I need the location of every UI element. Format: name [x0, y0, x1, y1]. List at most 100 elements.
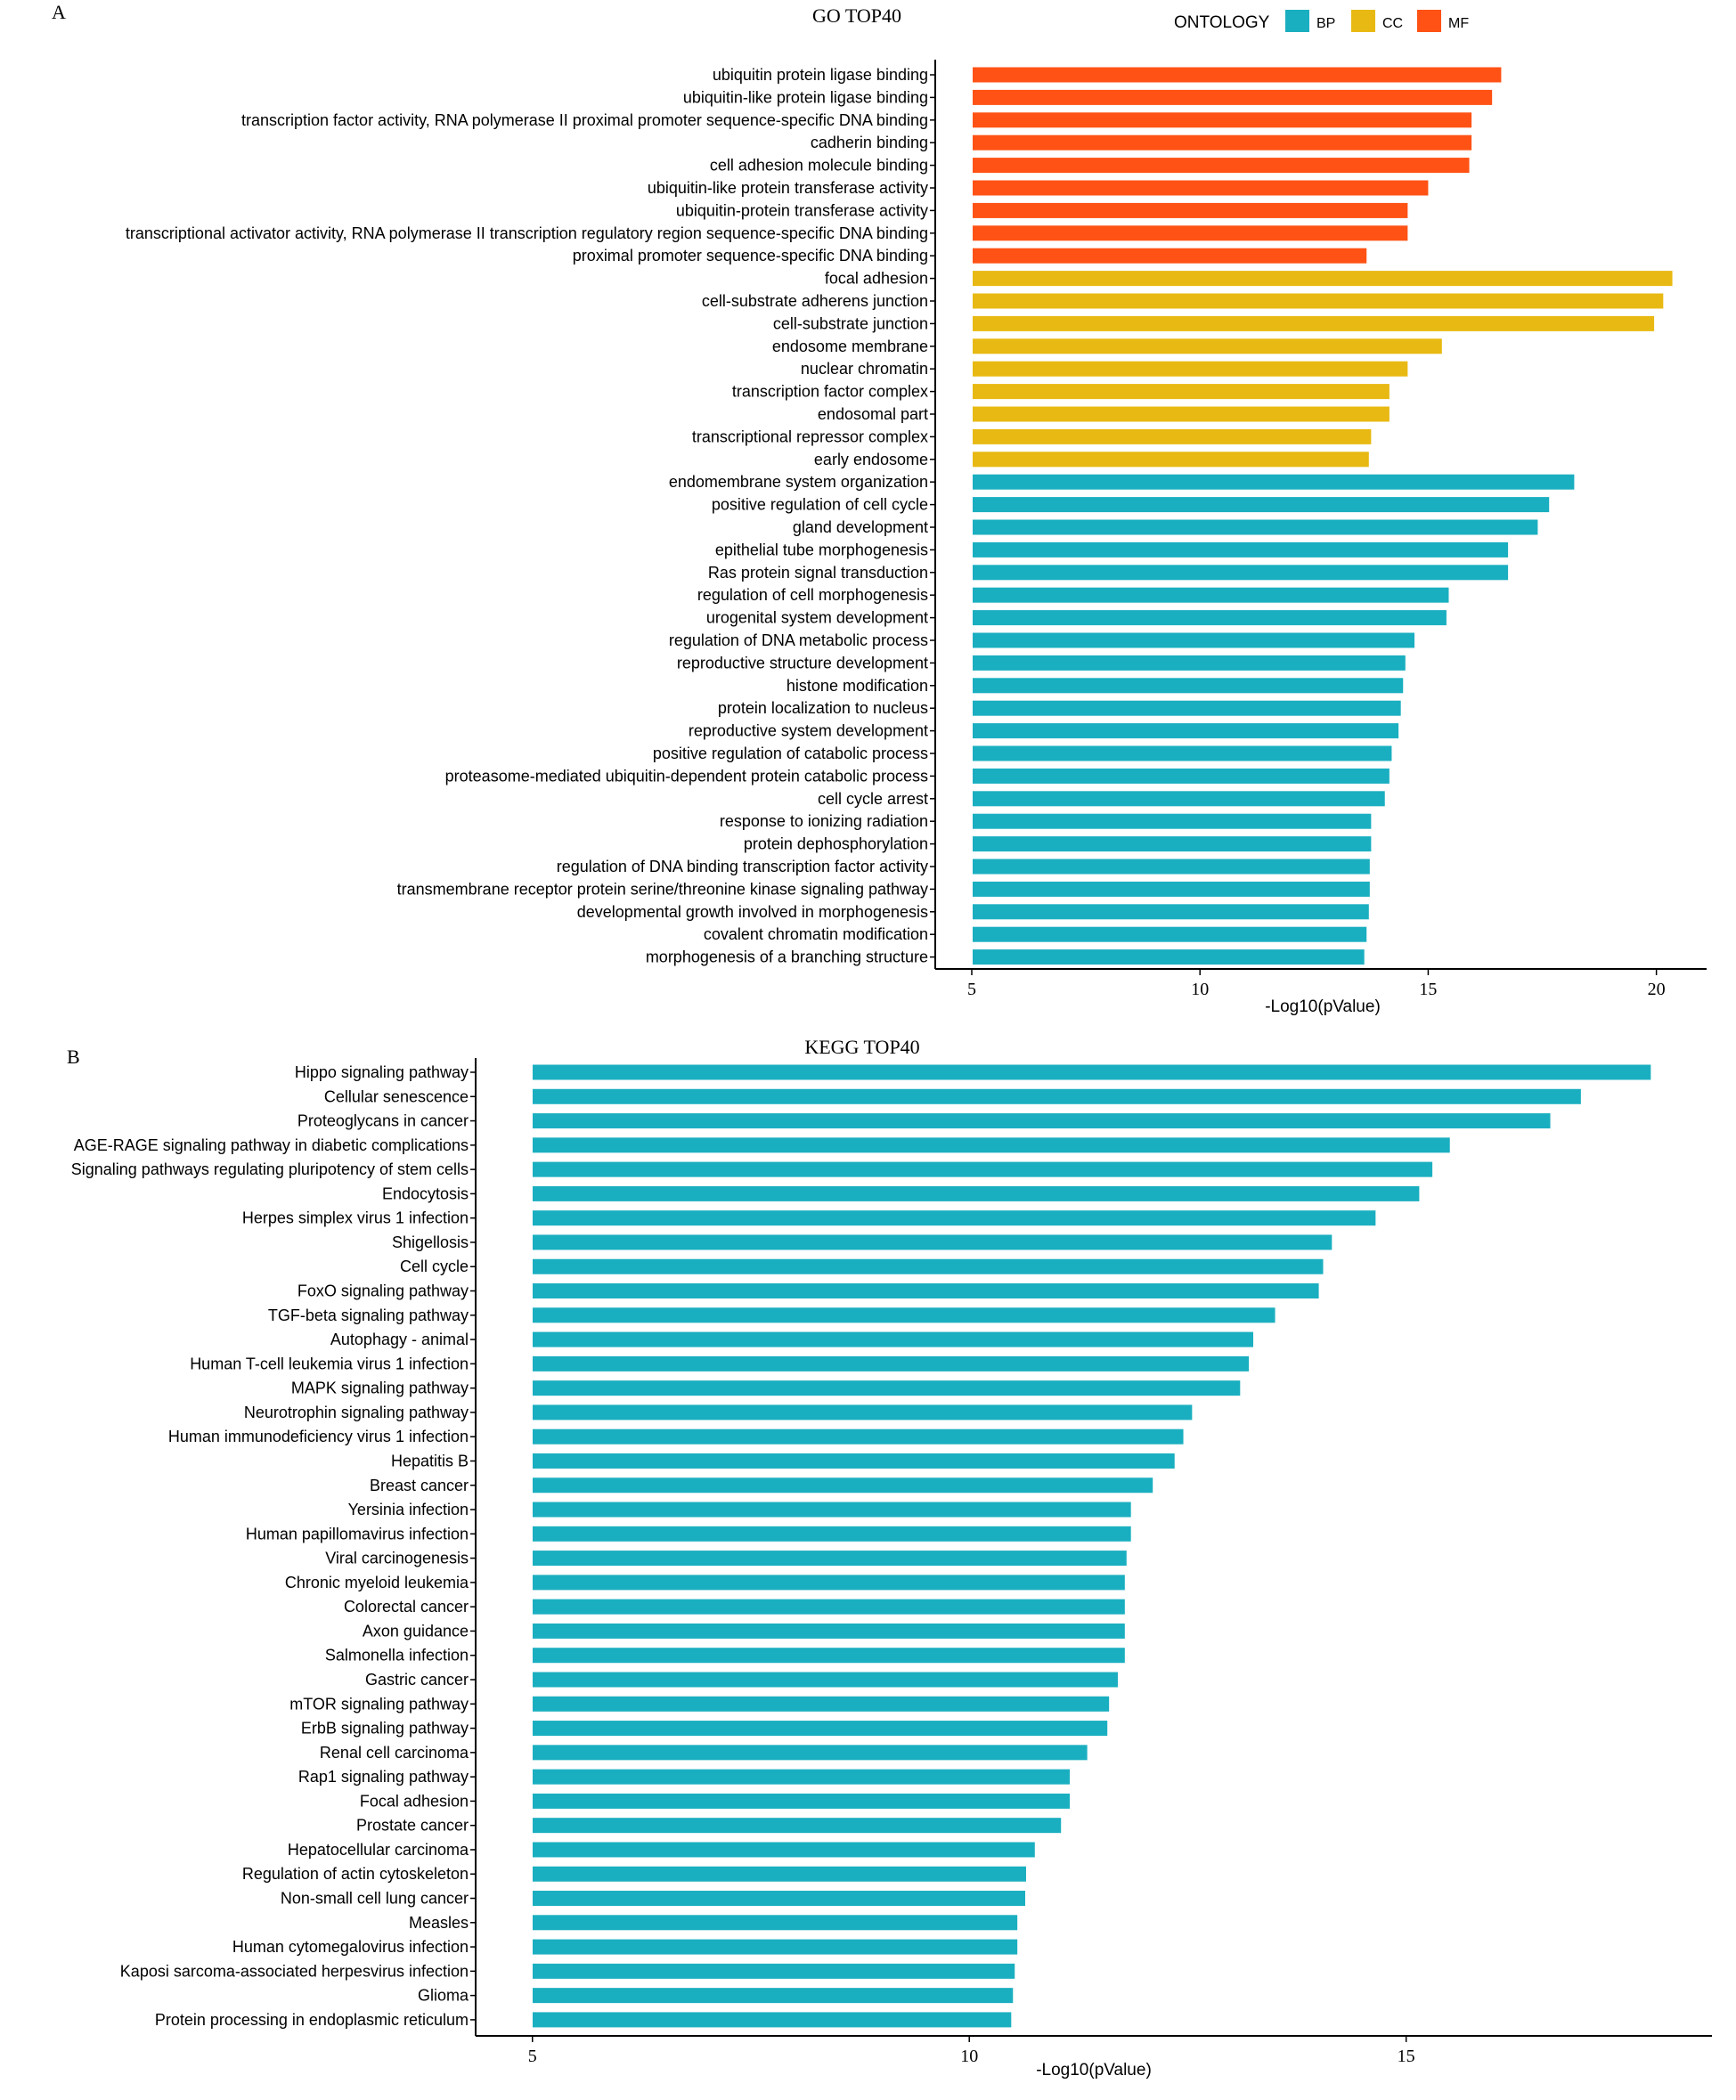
go-category-label: reproductive system development: [689, 722, 928, 740]
panel-a-letter: A: [52, 1, 66, 23]
go-bar: [973, 452, 1369, 468]
kegg-bar: [533, 1915, 1018, 1931]
go-x-tick-label: 20: [1648, 980, 1666, 999]
go-category-label: response to ionizing radiation: [720, 812, 928, 830]
legend-label-cc: CC: [1382, 16, 1403, 31]
kegg-category-label: MAPK signaling pathway: [291, 1380, 469, 1397]
kegg-bar: [533, 1891, 1025, 1907]
kegg-category-label: Autophagy - animal: [330, 1331, 469, 1348]
go-bar: [973, 112, 1472, 128]
go-category-label: regulation of cell morphogenesis: [697, 586, 928, 604]
go-category-label: Ras protein signal transduction: [708, 564, 928, 582]
kegg-category-label: Herpes simplex virus 1 infection: [242, 1209, 469, 1227]
kegg-category-label: Yersinia infection: [348, 1501, 469, 1518]
kegg-category-label: ErbB signaling pathway: [301, 1720, 469, 1738]
kegg-bar: [533, 1866, 1026, 1882]
go-bars: [973, 67, 1673, 965]
go-bar: [973, 610, 1447, 626]
kegg-category-label: Colorectal cancer: [344, 1598, 469, 1616]
go-category-label: proximal promoter sequence-specific DNA …: [573, 247, 928, 265]
legend-swatch-bp: [1285, 10, 1309, 32]
kegg-category-label: Breast cancer: [370, 1477, 469, 1494]
kegg-bar: [533, 1234, 1333, 1250]
go-bar: [973, 158, 1470, 174]
go-bar: [973, 949, 1365, 965]
go-category-label: ubiquitin-like protein ligase binding: [683, 88, 928, 106]
go-category-label: transcription factor complex: [732, 383, 928, 401]
kegg-category-label: Kaposi sarcoma-associated herpesvirus in…: [120, 1962, 469, 1980]
kegg-bar: [533, 1307, 1276, 1323]
kegg-category-label: Cellular senescence: [324, 1087, 469, 1105]
go-category-label: gland development: [793, 518, 928, 536]
go-bar: [973, 406, 1390, 422]
go-category-label: transcriptional repressor complex: [692, 427, 928, 445]
go-category-label: positive regulation of catabolic process: [653, 745, 928, 762]
go-bar: [973, 497, 1550, 513]
kegg-bar: [533, 1842, 1035, 1858]
kegg-category-label: Hepatitis B: [391, 1452, 469, 1469]
kegg-bar: [533, 1428, 1184, 1445]
kegg-category-label: Human immunodeficiency virus 1 infection: [168, 1428, 469, 1445]
kegg-bar: [533, 1721, 1108, 1737]
kegg-category-label: Protein processing in endoplasmic reticu…: [155, 2011, 469, 2029]
go-bar: [973, 723, 1399, 739]
kegg-category-label: Human cytomegalovirus infection: [232, 1938, 469, 1956]
kegg-chart-title: KEGG TOP40: [804, 1036, 919, 1058]
kegg-category-label: Shigellosis: [392, 1233, 469, 1251]
go-bar: [973, 338, 1442, 354]
kegg-bar: [533, 1088, 1581, 1104]
go-category-label: epithelial tube morphogenesis: [715, 541, 928, 558]
kegg-x-tick-label: 10: [960, 2047, 978, 2066]
kegg-top40-chart: B KEGG TOP40 Hippo signaling pathway Cell…: [67, 1036, 1712, 2080]
legend-label-mf: MF: [1448, 16, 1469, 31]
kegg-bar: [533, 1696, 1110, 1712]
go-bar: [973, 859, 1370, 875]
go-category-label: regulation of DNA binding transcription …: [557, 858, 928, 875]
kegg-x-tick-label: 15: [1398, 2047, 1415, 2066]
kegg-category-label: Hepatocellular carcinoma: [288, 1841, 469, 1859]
legend-label-bp: BP: [1316, 16, 1335, 31]
kegg-bar: [533, 1283, 1319, 1299]
go-category-label: developmental growth involved in morphog…: [577, 903, 928, 921]
go-term-labels: ubiquitin protein ligase binding ubiquiti…: [126, 66, 928, 966]
go-top40-chart: A GO TOP40 ONTOLOGY BP CC MF ubiquitin pro…: [52, 1, 1707, 1016]
kegg-bar: [533, 1818, 1062, 1834]
go-category-label: nuclear chromatin: [801, 360, 928, 378]
kegg-bar: [533, 1331, 1254, 1347]
go-bar: [973, 384, 1390, 400]
go-bar: [973, 248, 1367, 264]
kegg-category-label: Focal adhesion: [360, 1792, 469, 1810]
go-bar: [973, 587, 1449, 603]
go-category-label: transmembrane receptor protein serine/th…: [397, 880, 928, 898]
kegg-category-label: Proteoglycans in cancer: [297, 1112, 469, 1130]
go-category-label: endomembrane system organization: [669, 473, 928, 491]
kegg-category-label: Renal cell carcinoma: [320, 1744, 469, 1762]
kegg-category-label: AGE-RAGE signaling pathway in diabetic c…: [74, 1136, 469, 1154]
go-category-label: urogenital system development: [706, 609, 928, 627]
kegg-bar: [533, 1502, 1131, 1518]
go-category-label: endosomal part: [818, 405, 928, 423]
go-category-label: morphogenesis of a branching structure: [646, 948, 928, 966]
go-bar: [973, 293, 1664, 309]
legend-swatch-mf: [1417, 10, 1441, 32]
kegg-category-label: TGF-beta signaling pathway: [268, 1306, 469, 1324]
kegg-bar: [533, 1745, 1088, 1761]
kegg-bar: [533, 1258, 1324, 1274]
kegg-bar: [533, 1210, 1376, 1226]
kegg-category-label: FoxO signaling pathway: [297, 1282, 469, 1300]
kegg-category-label: Chronic myeloid leukemia: [285, 1574, 469, 1591]
go-bar: [973, 813, 1372, 829]
kegg-category-label: Endocytosis: [382, 1184, 469, 1202]
go-bar: [973, 315, 1655, 331]
go-category-label: ubiquitin-protein transferase activity: [676, 201, 928, 219]
kegg-pathway-labels: Hippo signaling pathway Cellular senescen…: [71, 1063, 469, 2029]
kegg-bar: [533, 1988, 1014, 2004]
go-category-label: endosome membrane: [772, 338, 928, 355]
kegg-bar: [533, 1648, 1125, 1664]
go-category-label: transcriptional activator activity, RNA …: [126, 224, 928, 242]
go-bar: [973, 904, 1369, 920]
kegg-bar: [533, 1404, 1193, 1420]
go-category-label: cell cycle arrest: [818, 790, 928, 808]
go-bar: [973, 271, 1673, 287]
